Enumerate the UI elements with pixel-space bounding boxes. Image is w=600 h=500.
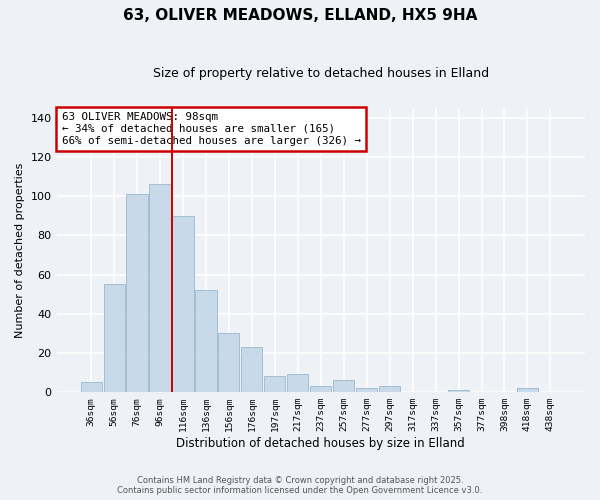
X-axis label: Distribution of detached houses by size in Elland: Distribution of detached houses by size …	[176, 437, 465, 450]
Bar	[517, 388, 538, 392]
Bar	[218, 334, 239, 392]
Bar	[196, 290, 217, 392]
Bar	[127, 194, 148, 392]
Text: 63, OLIVER MEADOWS, ELLAND, HX5 9HA: 63, OLIVER MEADOWS, ELLAND, HX5 9HA	[123, 8, 477, 22]
Bar	[356, 388, 377, 392]
Y-axis label: Number of detached properties: Number of detached properties	[15, 162, 25, 338]
Text: Contains HM Land Registry data © Crown copyright and database right 2025.
Contai: Contains HM Land Registry data © Crown c…	[118, 476, 482, 495]
Bar	[149, 184, 170, 392]
Bar	[379, 386, 400, 392]
Bar	[310, 386, 331, 392]
Text: 63 OLIVER MEADOWS: 98sqm
← 34% of detached houses are smaller (165)
66% of semi-: 63 OLIVER MEADOWS: 98sqm ← 34% of detach…	[62, 112, 361, 146]
Title: Size of property relative to detached houses in Elland: Size of property relative to detached ho…	[153, 68, 489, 80]
Bar	[80, 382, 101, 392]
Bar	[287, 374, 308, 392]
Bar	[172, 216, 194, 392]
Bar	[333, 380, 354, 392]
Bar	[264, 376, 286, 392]
Bar	[104, 284, 125, 392]
Bar	[448, 390, 469, 392]
Bar	[241, 347, 262, 392]
